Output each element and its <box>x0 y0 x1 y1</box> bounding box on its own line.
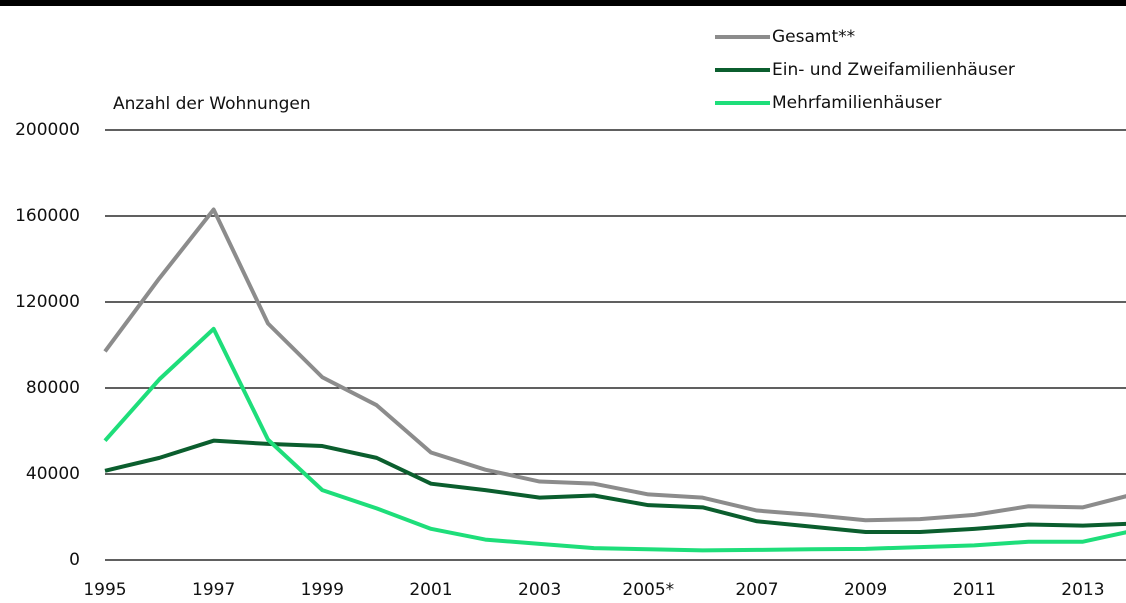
series-line <box>104 438 1126 535</box>
legend-label: Mehrfamilienhäuser <box>772 93 942 113</box>
legend-label: Ein- und Zweifamilienhäuser <box>772 60 1015 80</box>
y-tick-label: 80000 <box>26 378 80 398</box>
top-bar <box>0 0 1126 6</box>
y-tick-label: 200000 <box>15 120 80 140</box>
y-tick-label: 40000 <box>26 464 80 484</box>
y-tick-label: 120000 <box>15 292 80 312</box>
x-tick-label: 2001 <box>409 580 452 600</box>
series-line <box>103 207 1126 523</box>
x-tick-label: 2013 <box>1061 580 1104 600</box>
x-tick-label: 2007 <box>735 580 778 600</box>
x-tick-label: 2011 <box>953 580 996 600</box>
y-axis-label: Anzahl der Wohnungen <box>113 94 311 114</box>
y-tick-label: 160000 <box>15 206 80 226</box>
plot-area <box>103 207 1126 553</box>
y-tick-label: 0 <box>69 550 80 570</box>
x-tick-label: 2003 <box>518 580 561 600</box>
legend-label: Gesamt** <box>772 27 855 47</box>
x-tick-label: 2005* <box>622 580 674 600</box>
x-tick-label: 1997 <box>192 580 235 600</box>
series-line <box>103 326 1126 553</box>
x-tick-label: 1995 <box>83 580 126 600</box>
x-tick-label: 1999 <box>301 580 344 600</box>
x-tick-label: 2009 <box>844 580 887 600</box>
